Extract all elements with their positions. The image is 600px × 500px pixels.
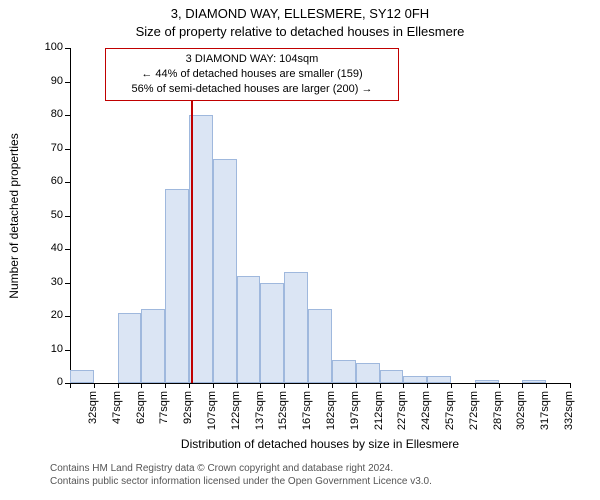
x-tick-label: 77sqm: [158, 391, 170, 431]
x-tick-label: 107sqm: [206, 391, 218, 431]
histogram-bar: [118, 313, 142, 383]
annotation-line3: 56% of semi-detached houses are larger (…: [112, 82, 392, 97]
x-tick-label: 257sqm: [444, 391, 456, 431]
y-tick-label: 80: [35, 108, 63, 120]
x-tick-label: 122sqm: [230, 391, 242, 431]
y-axis-label: Number of detached properties: [7, 116, 21, 316]
y-tick-label: 20: [35, 309, 63, 321]
histogram-bar: [403, 376, 427, 383]
annotation-line1: 3 DIAMOND WAY: 104sqm: [112, 52, 392, 67]
footer-line1: Contains HM Land Registry data © Crown c…: [50, 462, 570, 475]
y-tick-label: 0: [35, 376, 63, 388]
y-tick-label: 50: [35, 209, 63, 221]
histogram-bar: [356, 363, 380, 383]
x-tick-label: 92sqm: [182, 391, 194, 431]
x-tick-label: 62sqm: [135, 391, 147, 431]
x-tick-label: 197sqm: [349, 391, 361, 431]
histogram-bar: [522, 380, 546, 383]
x-tick-label: 242sqm: [420, 391, 432, 431]
x-tick-label: 302sqm: [515, 391, 527, 431]
histogram-bar: [260, 283, 284, 384]
histogram-bar: [332, 360, 356, 383]
histogram-bar: [141, 309, 165, 383]
y-tick-label: 100: [35, 41, 63, 53]
x-tick-label: 167sqm: [301, 391, 313, 431]
histogram-bar: [70, 370, 94, 383]
chart-container: 3, DIAMOND WAY, ELLESMERE, SY12 0FH Size…: [0, 0, 600, 500]
histogram-bar: [427, 376, 451, 383]
y-tick-label: 90: [35, 75, 63, 87]
y-tick-label: 40: [35, 242, 63, 254]
histogram-bar: [380, 370, 404, 383]
x-tick-label: 152sqm: [277, 391, 289, 431]
histogram-bar: [284, 272, 308, 383]
annotation-box: 3 DIAMOND WAY: 104sqm ← 44% of detached …: [105, 48, 399, 101]
histogram-bar: [475, 380, 499, 383]
x-tick-label: 332sqm: [563, 391, 575, 431]
histogram-bar: [237, 276, 261, 383]
footer-attribution: Contains HM Land Registry data © Crown c…: [50, 462, 570, 488]
x-tick-label: 317sqm: [539, 391, 551, 431]
x-tick-label: 287sqm: [492, 391, 504, 431]
x-axis-label: Distribution of detached houses by size …: [70, 437, 570, 451]
y-tick-label: 60: [35, 175, 63, 187]
y-tick-label: 70: [35, 142, 63, 154]
histogram-bar: [165, 189, 189, 383]
histogram-bar: [189, 115, 213, 383]
histogram-bar: [213, 159, 237, 383]
x-tick-label: 47sqm: [111, 391, 123, 431]
footer-line2: Contains public sector information licen…: [50, 475, 570, 488]
x-tick-label: 182sqm: [325, 391, 337, 431]
histogram-bar: [308, 309, 332, 383]
annotation-line2: ← 44% of detached houses are smaller (15…: [112, 67, 392, 82]
y-tick-label: 30: [35, 276, 63, 288]
x-tick-label: 32sqm: [87, 391, 99, 431]
x-tick-label: 272sqm: [468, 391, 480, 431]
y-tick-label: 10: [35, 343, 63, 355]
x-tick-label: 212sqm: [373, 391, 385, 431]
x-tick-label: 227sqm: [396, 391, 408, 431]
x-tick-label: 137sqm: [254, 391, 266, 431]
